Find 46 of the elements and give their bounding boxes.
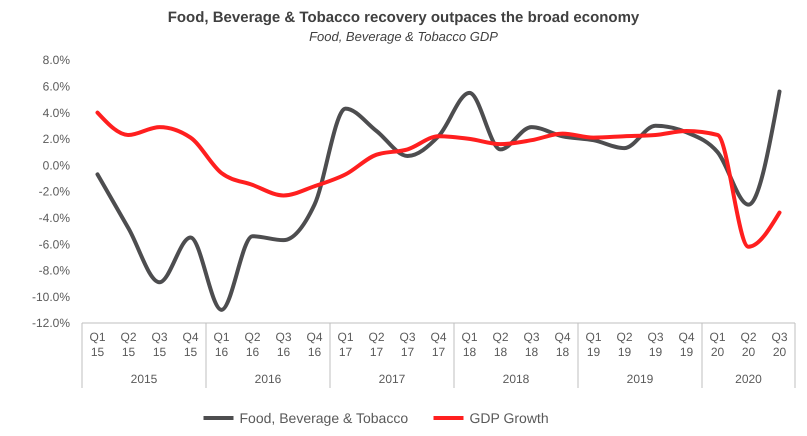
x-tick-label: Q1 17 [337,330,354,359]
x-tick-label: Q4 19 [678,330,695,359]
x-tick-label: Q1 16 [213,330,230,359]
line-series [96,90,782,312]
x-tick-label: Q2 16 [244,330,261,359]
x-tick-label: Q3 17 [399,330,416,359]
y-tick-label: -10.0% [32,290,70,304]
chart-subtitle: Food, Beverage & Tobacco GDP [309,29,498,44]
text: 2020 [735,372,762,386]
x-tick-label: Q4 15 [182,330,199,359]
text: 2016 [254,372,282,386]
text: 2017 [378,372,406,386]
chart-title: Food, Beverage & Tobacco recovery outpaces the broad economy [168,9,640,26]
text: 2015 [130,372,158,386]
x-tick-label: Q1 20 [709,330,726,359]
y-tick-label: 0.0% [42,158,70,172]
x-tick-label: Q3 18 [523,330,540,359]
y-tick-label: -8.0% [38,264,70,278]
y-tick-label: -12.0% [32,316,70,330]
y-tick-label: -6.0% [38,237,70,252]
text: 2019 [626,372,654,386]
x-tick-label: Q3 15 [151,330,168,359]
x-tick-label: Q1 19 [585,330,602,359]
x-tick-label: Q2 18 [492,330,509,359]
x-tick-label: Q4 17 [430,330,447,359]
x-tick-label: Q2 17 [368,330,385,359]
y-tick-label: 4.0% [42,106,70,120]
line-series [96,110,782,249]
x-tick-label: Q2 20 [740,330,757,359]
y-tick-label: -4.0% [38,211,70,225]
x-tick-label: Q2 19 [616,330,633,359]
x-tick-label: Q2 15 [120,330,137,359]
x-tick-label: Q3 20 [771,330,788,359]
legend-label: Food, Beverage & Tobacco [240,410,408,426]
y-tick-label: -2.0% [38,184,70,199]
legend-label: GDP Growth [470,410,549,426]
y-tick-label: 6.0% [42,80,70,94]
text: 2018 [502,372,530,386]
x-tick-label: Q3 19 [647,330,664,359]
y-tick-label: 8.0% [42,53,70,68]
x-tick-label: Q1 15 [89,330,106,359]
x-tick-label: Q1 18 [461,330,478,359]
x-tick-label: Q4 16 [306,330,323,359]
x-tick-label: Q3 16 [275,330,292,359]
y-tick-label: 2.0% [42,132,70,146]
x-tick-label: Q4 18 [554,330,571,359]
